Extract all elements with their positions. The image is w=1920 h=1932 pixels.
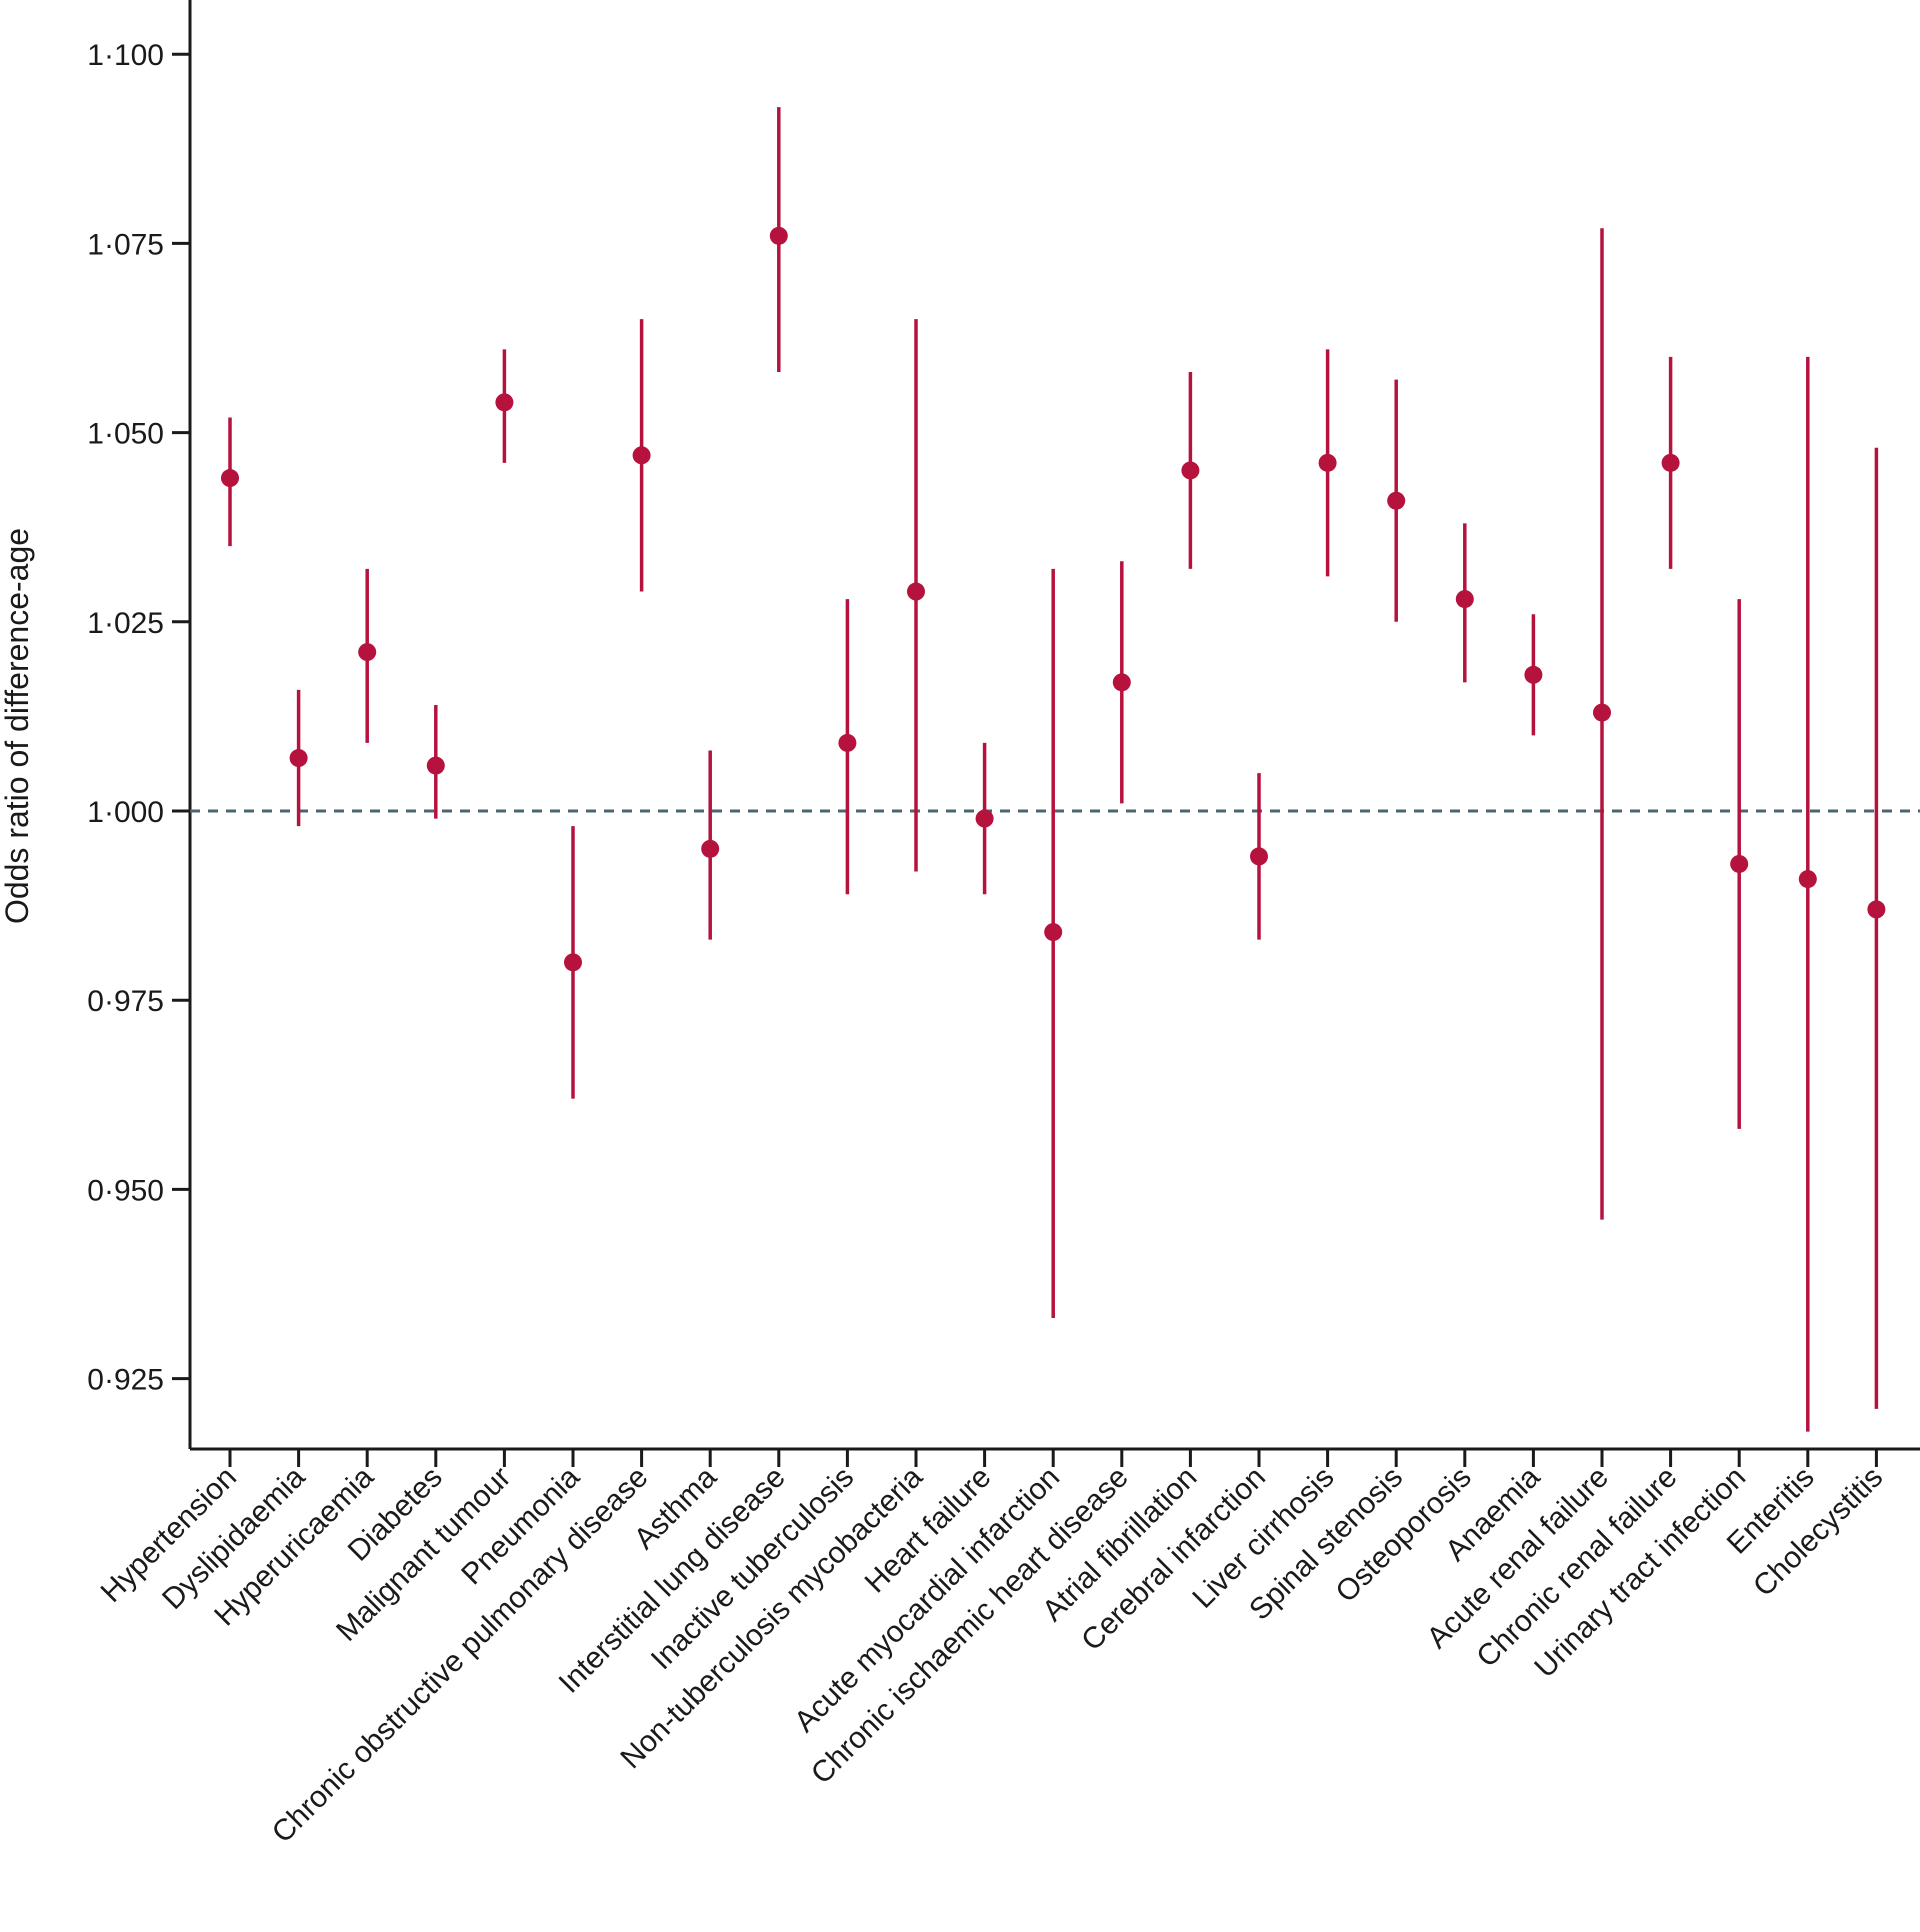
x-ticks-group: HypertensionDyslipidaemiaHyperuricaemiaD… bbox=[95, 1449, 1889, 1849]
estimate-point bbox=[701, 839, 720, 858]
y-tick-label: 0·950 bbox=[87, 1174, 164, 1207]
estimate-point bbox=[838, 733, 857, 752]
y-tick-label: 1·025 bbox=[87, 607, 164, 640]
estimate-point bbox=[975, 809, 994, 828]
marks-group bbox=[221, 107, 1886, 1432]
y-tick-label: 1·075 bbox=[87, 228, 164, 261]
estimate-point bbox=[1044, 923, 1063, 942]
estimate-point bbox=[358, 643, 377, 662]
estimate-point bbox=[564, 953, 582, 972]
estimate-point bbox=[632, 446, 651, 465]
estimate-point bbox=[1593, 703, 1611, 722]
estimate-point bbox=[495, 393, 514, 412]
y-tick-label: 1·050 bbox=[87, 418, 164, 451]
y-ticks-group: 0·925 0·950 0·975 1·000 1·025 1·050 1·075 1·100 bbox=[87, 39, 190, 1397]
estimate-point bbox=[907, 582, 925, 601]
y-tick-label: 1·100 bbox=[87, 39, 164, 72]
estimate-point bbox=[1867, 900, 1886, 919]
estimate-point bbox=[1730, 854, 1749, 873]
axes-group bbox=[188, 0, 1920, 1451]
estimate-point bbox=[1524, 665, 1543, 684]
estimate-point bbox=[289, 749, 308, 768]
estimate-point bbox=[1181, 461, 1200, 480]
estimate-point bbox=[1661, 453, 1680, 472]
estimate-point bbox=[1455, 590, 1474, 609]
estimate-point bbox=[1250, 847, 1268, 866]
estimate-point bbox=[1798, 870, 1817, 889]
y-tick-label: 0·925 bbox=[87, 1364, 164, 1397]
estimate-point bbox=[1318, 453, 1337, 472]
y-axis-title: Odds ratio of difference-age bbox=[0, 528, 35, 924]
y-tick-label: 0·975 bbox=[87, 985, 164, 1018]
estimate-point bbox=[769, 226, 788, 245]
estimate-point bbox=[221, 469, 239, 488]
estimate-point bbox=[426, 756, 445, 775]
y-tick-label: 1·000 bbox=[87, 796, 164, 829]
estimate-point bbox=[1387, 491, 1406, 510]
estimate-point bbox=[1112, 673, 1131, 692]
